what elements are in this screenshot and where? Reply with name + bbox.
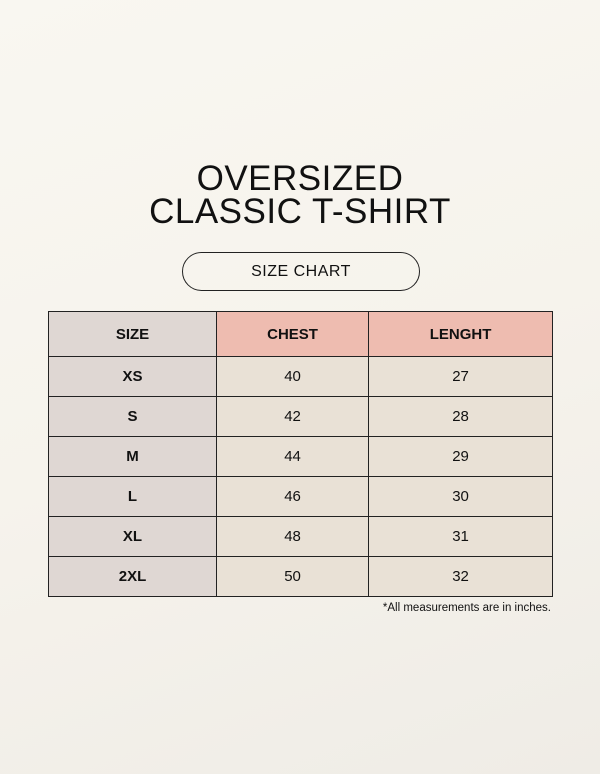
cell-size: M: [48, 436, 217, 477]
cell-chest: 42: [215, 396, 370, 437]
title-line-1: OVERSIZED: [196, 159, 404, 198]
table-row: M 44 29: [48, 436, 553, 477]
cell-length: 28: [368, 396, 553, 437]
table-row: XS 40 27: [48, 356, 553, 397]
size-chart-table: SIZE CHEST LENGHT XS 40 27 S 42 28 M 44 29 L 46 30 X…: [48, 311, 553, 597]
cell-length: 31: [368, 516, 553, 557]
cell-chest: 46: [215, 476, 370, 517]
cell-length: 32: [368, 556, 553, 597]
table-row: 2XL 50 32: [48, 556, 553, 597]
cell-size: 2XL: [48, 556, 217, 597]
cell-length: 29: [368, 436, 553, 477]
page-title: OVERSIZED CLASSIC T-SHIRT: [0, 159, 600, 231]
cell-size: XL: [48, 516, 217, 557]
cell-chest: 50: [215, 556, 370, 597]
header-size: SIZE: [48, 311, 217, 357]
measurement-note: *All measurements are in inches.: [382, 602, 551, 614]
cell-chest: 48: [215, 516, 370, 557]
title-line-2: CLASSIC T-SHIRT: [149, 192, 451, 231]
cell-size: S: [48, 396, 217, 437]
table-row: L 46 30: [48, 476, 553, 517]
cell-length: 30: [368, 476, 553, 517]
header-length: LENGHT: [368, 311, 553, 357]
table-header-row: SIZE CHEST LENGHT: [48, 311, 553, 357]
cell-size: XS: [48, 356, 217, 397]
cell-chest: 44: [215, 436, 370, 477]
size-chart-label: SIZE CHART: [182, 252, 420, 291]
table-row: S 42 28: [48, 396, 553, 437]
cell-size: L: [48, 476, 217, 517]
cell-chest: 40: [215, 356, 370, 397]
header-chest: CHEST: [215, 311, 370, 357]
cell-length: 27: [368, 356, 553, 397]
table-row: XL 48 31: [48, 516, 553, 557]
